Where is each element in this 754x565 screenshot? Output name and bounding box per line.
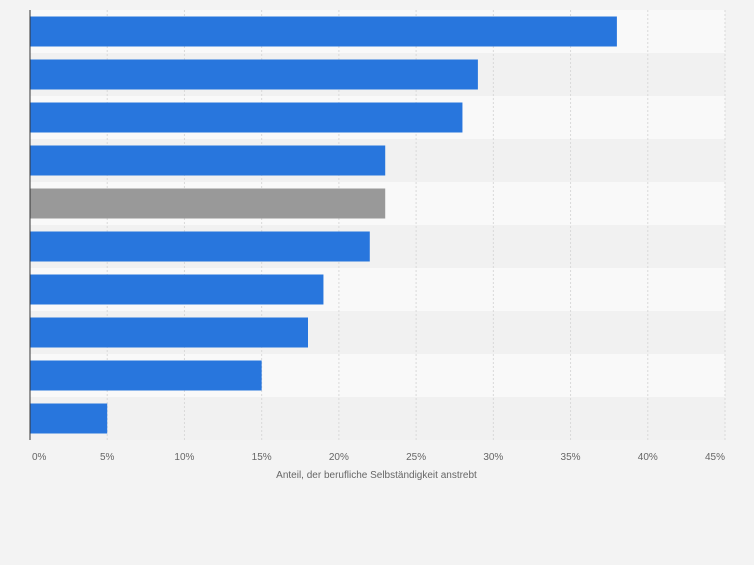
x-tick-label: 40% (638, 452, 658, 463)
x-tick-label: 5% (100, 452, 115, 463)
x-tick-label: 15% (252, 452, 272, 463)
x-tick-label: 45% (705, 452, 725, 463)
bar[interactable] (30, 16, 617, 47)
x-tick-label: 0% (32, 452, 47, 463)
bar[interactable] (30, 145, 386, 176)
bar[interactable] (30, 360, 262, 391)
bar[interactable] (30, 102, 463, 133)
bars (30, 16, 617, 434)
x-tick-label: 25% (406, 452, 426, 463)
x-tick-label: 35% (561, 452, 581, 463)
row-band (30, 397, 725, 440)
x-tick-label: 10% (174, 452, 194, 463)
x-tick-labels: 0% 5% 10% 15% 20% 25% 30% 35% 40% 45% (32, 452, 725, 463)
bar[interactable] (30, 231, 370, 262)
x-tick-label: 20% (329, 452, 349, 463)
bar[interactable] (30, 274, 324, 305)
bar-highlighted[interactable] (30, 188, 386, 219)
bar[interactable] (30, 403, 108, 434)
bar[interactable] (30, 59, 478, 90)
bar[interactable] (30, 317, 308, 348)
x-axis-label: Anteil, der berufliche Selbständigkeit a… (276, 470, 477, 481)
x-tick-label: 30% (483, 452, 503, 463)
